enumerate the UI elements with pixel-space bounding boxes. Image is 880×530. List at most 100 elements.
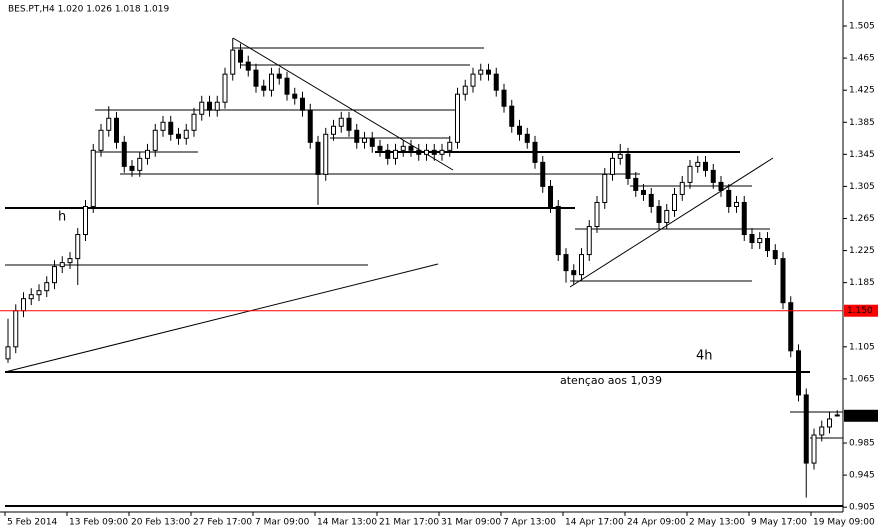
candle-body (36, 290, 42, 296)
candle-body (292, 93, 298, 99)
candle-body (346, 117, 352, 131)
candle-body (625, 153, 631, 179)
candle-body (52, 266, 57, 284)
y-tick-label: 1.185 (849, 278, 875, 288)
trend-line (4, 263, 439, 373)
y-tick-label: 1.105 (849, 342, 875, 352)
candle-body (664, 209, 670, 224)
candle-body (121, 141, 127, 167)
y-tick-label: 1.065 (849, 374, 875, 384)
y-tick-label: 0.985 (849, 439, 875, 449)
x-tick-label: 27 Feb 17:00 (193, 518, 252, 528)
price-tag (844, 304, 878, 317)
candle-body (400, 145, 406, 151)
candle-body (672, 193, 677, 211)
candle-body (470, 73, 476, 87)
y-tick-label: 1.265 (849, 214, 875, 224)
candle-body (679, 181, 685, 195)
candle-body (796, 350, 801, 396)
candle-body (222, 73, 228, 103)
x-tick-label: 5 Feb 2014 (7, 518, 58, 528)
candle-body (408, 145, 414, 151)
candle-body (462, 85, 468, 95)
candle-body (28, 294, 34, 300)
y-tick-label: 1.345 (849, 150, 875, 160)
annotation: 4h (696, 349, 713, 364)
candle-body (424, 149, 429, 155)
candle-body (300, 97, 305, 111)
candle-body (323, 133, 329, 175)
candle-body (501, 89, 507, 107)
candle-body (199, 101, 205, 115)
candle-body (656, 205, 662, 224)
candle-body (741, 201, 747, 236)
candle-body (710, 169, 716, 183)
y-tick-label: 1.505 (849, 22, 875, 32)
candle-body (331, 125, 336, 135)
candle-body (524, 133, 530, 143)
candle-body (555, 205, 561, 256)
candle-body (416, 149, 422, 155)
candle-body (168, 121, 174, 135)
candle-body (648, 193, 654, 207)
y-tick-label: 1.305 (849, 182, 875, 192)
candle-body (749, 234, 755, 244)
candle-body (431, 149, 437, 155)
candle-body (393, 149, 398, 159)
candle-body (447, 141, 453, 151)
candle-body (586, 226, 592, 256)
x-tick-label: 14 Apr 17:00 (565, 518, 624, 528)
trend-line (569, 157, 774, 288)
candle-body (315, 141, 321, 175)
trend-line (232, 37, 454, 171)
candle-body (571, 270, 577, 276)
x-tick-label: 9 May 17:00 (751, 518, 807, 528)
y-tick-label: 1.225 (849, 246, 875, 256)
candle-body (354, 129, 360, 143)
candle-body (269, 73, 274, 91)
candle-body (718, 181, 724, 191)
candle-body (67, 258, 73, 264)
y-tick-label: 0.945 (849, 471, 875, 481)
candle-body (75, 234, 81, 260)
x-tick-label: 13 Feb 09:00 (69, 518, 128, 528)
candle-body (765, 238, 770, 252)
candle-body (548, 185, 553, 207)
candle-body (362, 137, 367, 143)
x-tick-label: 7 Apr 13:00 (503, 518, 556, 528)
candle-body (540, 161, 546, 187)
candle-body (827, 418, 832, 428)
candle-body (261, 85, 267, 91)
x-tick-label: 20 Feb 13:00 (131, 518, 190, 528)
candle-body (183, 129, 189, 139)
candle-body (13, 310, 19, 348)
candle-body (385, 149, 391, 159)
chart-title: BES.PT,H4 1.020 1.026 1.018 1.019 (8, 5, 169, 15)
candle-body (788, 302, 794, 352)
candle-body (439, 149, 445, 155)
candle-body (238, 49, 243, 63)
candle-body (617, 153, 623, 159)
candle-body (532, 141, 538, 163)
candle-body (338, 117, 344, 127)
candle-body (114, 117, 119, 143)
y-tick-label: 1.465 (849, 54, 875, 64)
candle-body (83, 205, 88, 236)
candle-body (5, 346, 11, 360)
candle-body (21, 298, 26, 312)
candle-body (687, 165, 693, 183)
candle-body (772, 250, 778, 260)
candle-body (493, 73, 499, 91)
candle-body (245, 61, 251, 71)
candle-body (284, 77, 290, 95)
candle-body (276, 73, 282, 79)
drawn-objects (4, 37, 843, 507)
x-tick-label: 2 May 13:00 (689, 518, 745, 528)
candle-body (486, 69, 491, 75)
candle-body (369, 137, 375, 147)
candle-body (602, 173, 608, 203)
candle-body (137, 157, 143, 171)
candle-body (734, 201, 739, 207)
candle-body (152, 129, 158, 151)
